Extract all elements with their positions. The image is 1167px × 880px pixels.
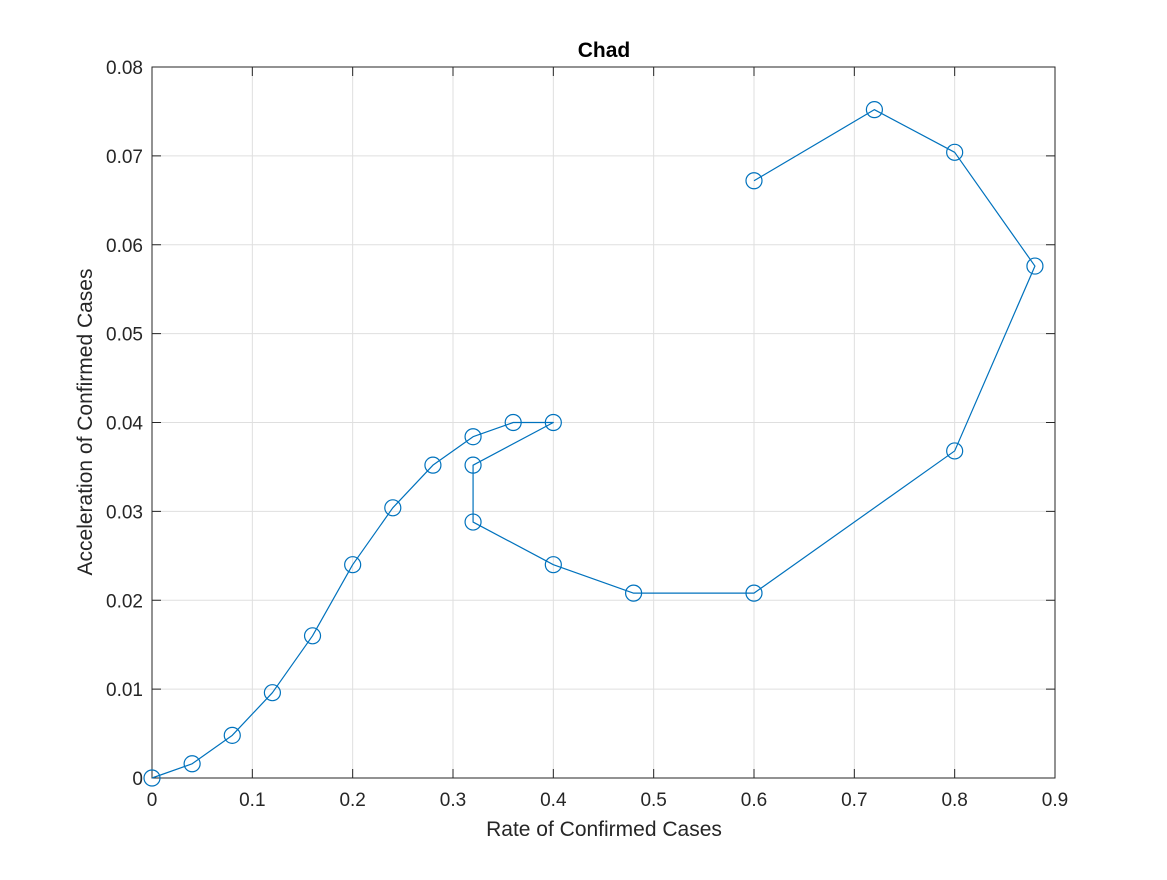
chart-title: Chad bbox=[578, 39, 631, 62]
data-point-marker bbox=[544, 413, 562, 432]
data-point-marker bbox=[1026, 257, 1044, 275]
x-tick-label: 0.2 bbox=[339, 790, 365, 811]
y-axis-label: Acceleration of Confirmed Cases bbox=[74, 269, 97, 576]
data-point-marker bbox=[745, 172, 763, 190]
x-tick-label: 0.8 bbox=[941, 790, 967, 811]
data-point-marker bbox=[544, 556, 562, 574]
x-tick-label: 0 bbox=[147, 790, 158, 811]
data-point-marker bbox=[464, 456, 482, 474]
x-tick-label: 0.4 bbox=[540, 790, 567, 811]
x-axis-label: Rate of Confirmed Cases bbox=[486, 818, 722, 841]
data-point-marker bbox=[946, 143, 964, 161]
data-point-marker bbox=[183, 755, 201, 773]
data-point-marker bbox=[143, 769, 161, 787]
data-point-marker bbox=[223, 726, 241, 744]
data-point-marker bbox=[263, 684, 281, 702]
y-tick-label: 0 bbox=[132, 769, 143, 790]
data-point-marker bbox=[384, 499, 402, 517]
x-tick-label: 0.7 bbox=[841, 790, 867, 811]
data-point-marker bbox=[344, 556, 362, 574]
x-tick-label: 0.6 bbox=[741, 790, 767, 811]
data-series bbox=[143, 101, 1044, 787]
data-point-marker bbox=[946, 442, 964, 460]
axes: 0 0.1 0.2 0.3 0.4 0.5 0.6 0.7 0.8 0.9 0 0.01 0.02 0.0… bbox=[106, 58, 1068, 811]
y-tick-label: 0.06 bbox=[106, 236, 143, 257]
x-tick-label: 0.3 bbox=[440, 790, 466, 811]
data-point-marker bbox=[464, 513, 482, 531]
y-tick-label: 0.02 bbox=[106, 591, 143, 612]
data-point-marker bbox=[464, 428, 482, 446]
y-tick-label: 0.04 bbox=[106, 414, 143, 435]
y-tick-label: 0.05 bbox=[106, 325, 143, 346]
y-tick-label: 0.07 bbox=[106, 147, 143, 168]
x-tick-label: 0.5 bbox=[640, 790, 666, 811]
y-tick-label: 0.03 bbox=[106, 502, 143, 523]
y-tick-label: 0.01 bbox=[106, 680, 143, 701]
x-tick-label: 0.9 bbox=[1042, 790, 1068, 811]
data-point-marker bbox=[745, 584, 763, 602]
data-point-marker bbox=[303, 627, 322, 645]
data-point-marker bbox=[865, 101, 884, 119]
y-tick-label: 0.08 bbox=[106, 58, 143, 79]
data-point-marker bbox=[504, 413, 522, 432]
x-tick-label: 0.1 bbox=[239, 790, 265, 811]
series-line bbox=[151, 109, 1036, 779]
data-point-marker bbox=[424, 456, 442, 474]
data-point-marker bbox=[624, 584, 643, 602]
